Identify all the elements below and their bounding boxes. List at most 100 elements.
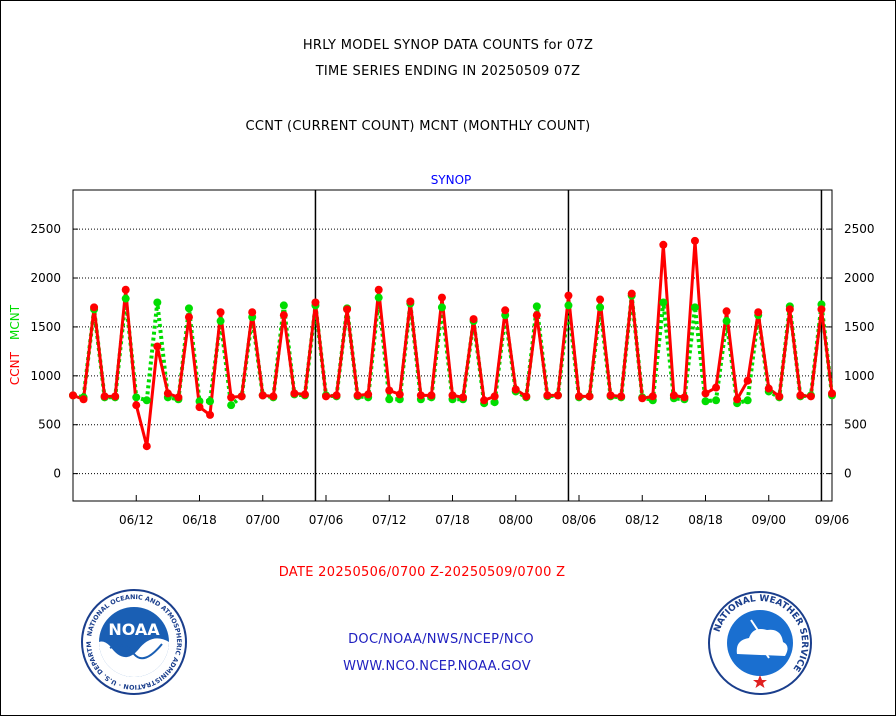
point-ccnt: [733, 395, 742, 404]
gridlines: [73, 228, 832, 475]
point-ccnt: [195, 403, 204, 412]
chart-legend-description: CCNT (CURRENT COUNT) MCNT (MONTHLY COUNT…: [245, 119, 591, 134]
point-mcnt: [564, 301, 573, 310]
x-tick-label: 07/18: [435, 513, 470, 527]
point-ccnt: [437, 293, 446, 302]
point-mcnt: [596, 303, 605, 312]
series-line-ccnt: [72, 239, 834, 448]
point-ccnt: [300, 390, 309, 399]
svg-text:NOAA: NOAA: [108, 620, 160, 639]
x-tick-label: 07/00: [245, 513, 280, 527]
point-ccnt: [459, 393, 468, 402]
y-tick-label-right: 500: [844, 418, 867, 432]
point-ccnt: [332, 391, 341, 400]
point-ccnt: [480, 396, 489, 405]
point-ccnt: [785, 305, 794, 314]
point-ccnt: [163, 389, 172, 398]
organization-link[interactable]: DOC/NOAA/NWS/NCEP/NCO: [348, 632, 534, 647]
point-mcnt: [153, 298, 162, 307]
point-ccnt: [511, 385, 520, 394]
point-mcnt: [437, 303, 446, 312]
y-axis-title-ccnt: CCNT: [8, 351, 22, 385]
point-ccnt: [174, 393, 183, 402]
noaa-logo-icon: NATIONAL OCEANIC AND ATMOSPHERIC ADMINIS…: [80, 588, 187, 695]
point-ccnt: [501, 306, 510, 315]
point-ccnt: [142, 442, 151, 451]
point-ccnt: [374, 285, 383, 294]
point-mcnt: [722, 317, 731, 326]
y-tick-label-left: 0: [53, 467, 61, 481]
x-tick-label: 07/06: [309, 513, 344, 527]
point-ccnt: [406, 297, 415, 306]
point-ccnt: [617, 392, 626, 401]
point-ccnt: [596, 295, 605, 304]
point-ccnt: [90, 303, 99, 312]
y-tick-label-right: 0: [844, 467, 852, 481]
point-mcnt: [712, 396, 721, 405]
point-mcnt: [385, 395, 394, 404]
point-mcnt: [184, 304, 193, 313]
point-ccnt: [828, 389, 836, 398]
date-range-label: DATE 20250506/0700 Z-20250509/0700 Z: [278, 565, 566, 580]
point-ccnt: [279, 311, 288, 320]
point-ccnt: [290, 389, 299, 398]
y-axis-left: 0 500 1000 1500 2000 2500: [30, 222, 78, 481]
point-ccnt: [227, 393, 236, 402]
point-ccnt: [627, 289, 636, 298]
point-ccnt: [817, 305, 826, 314]
point-ccnt: [79, 395, 88, 404]
point-ccnt: [248, 308, 257, 317]
y-tick-label-right: 1500: [844, 320, 875, 334]
point-mcnt: [532, 302, 541, 311]
point-mcnt: [659, 298, 668, 307]
point-ccnt: [543, 391, 552, 400]
point-ccnt: [237, 392, 246, 401]
point-ccnt: [132, 401, 141, 410]
point-mcnt: [142, 396, 151, 405]
x-axis: 06/12 06/18 07/00 07/06 07/12 07/18 08/00 08/06…: [119, 495, 849, 527]
point-mcnt: [121, 294, 130, 303]
point-mcnt: [227, 401, 236, 410]
y-axis-right: 0 500 1000 1500 2000 2500: [827, 222, 875, 481]
point-ccnt: [690, 236, 699, 245]
point-ccnt: [69, 391, 77, 400]
point-ccnt: [121, 285, 130, 294]
point-ccnt: [469, 315, 478, 324]
point-ccnt: [258, 391, 267, 400]
point-ccnt: [153, 342, 162, 351]
point-ccnt: [385, 386, 394, 395]
point-ccnt: [416, 391, 425, 400]
y-tick-label-right: 2500: [844, 222, 875, 236]
point-mcnt: [195, 397, 204, 406]
point-ccnt: [364, 390, 373, 399]
y-tick-label-left: 500: [38, 418, 61, 432]
y-tick-label-left: 2000: [30, 271, 61, 285]
point-ccnt: [532, 311, 541, 320]
website-link[interactable]: WWW.NCO.NCEP.NOAA.GOV: [343, 659, 531, 674]
x-tick-label: 09/00: [751, 513, 786, 527]
series-points: [69, 236, 836, 451]
point-ccnt: [680, 393, 689, 402]
chart-subtitle-series-ending: TIME SERIES ENDING IN 20250509 07Z: [315, 64, 581, 79]
x-tick-label: 09/06: [815, 513, 850, 527]
point-mcnt: [490, 398, 499, 407]
chart-series-label: SYNOP: [431, 173, 472, 187]
point-ccnt: [322, 392, 330, 401]
point-ccnt: [490, 392, 499, 401]
point-ccnt: [184, 313, 193, 322]
point-ccnt: [585, 392, 594, 401]
point-ccnt: [427, 391, 436, 400]
point-ccnt: [216, 308, 225, 317]
point-ccnt: [796, 391, 805, 400]
x-tick-label: 06/18: [182, 513, 217, 527]
point-ccnt: [395, 390, 404, 399]
x-tick-label: 07/12: [372, 513, 407, 527]
point-ccnt: [722, 307, 731, 316]
y-tick-label-right: 2000: [844, 271, 875, 285]
point-ccnt: [606, 391, 615, 400]
point-ccnt: [448, 391, 457, 400]
y-axis-title-mcnt: MCNT: [8, 304, 22, 340]
point-ccnt: [564, 291, 573, 300]
y-tick-label-left: 1000: [30, 369, 61, 383]
point-ccnt: [754, 308, 763, 317]
